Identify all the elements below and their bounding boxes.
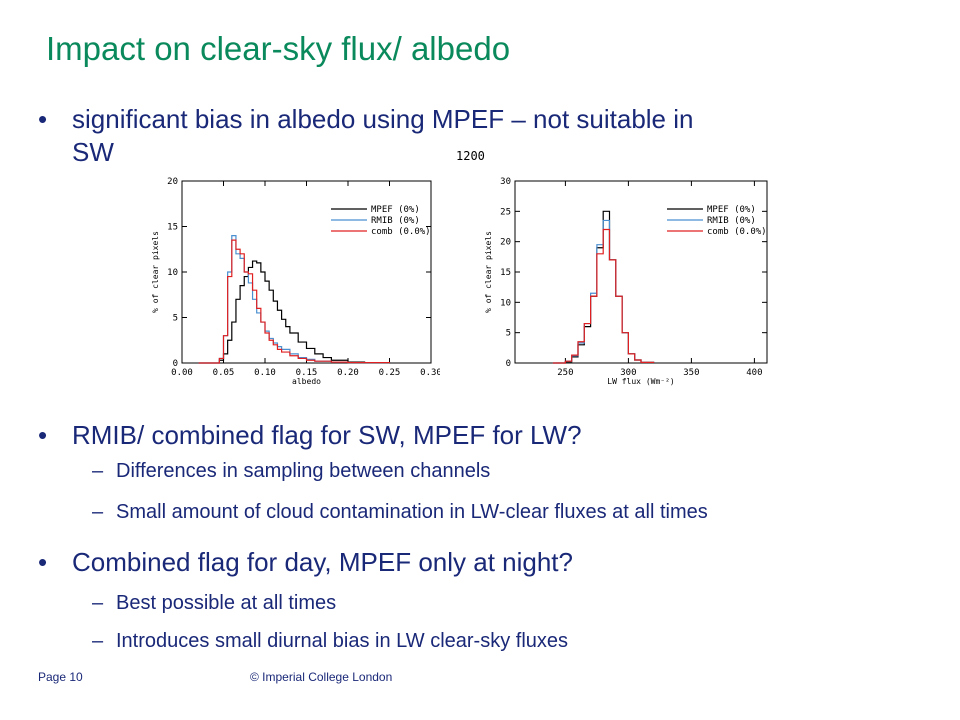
y-tick-label: 15	[500, 268, 511, 278]
x-tick-label: 0.10	[254, 368, 276, 378]
x-tick-label: 350	[683, 368, 699, 378]
x-tick-label: 400	[746, 368, 762, 378]
y-axis-label: % of clear pixels	[484, 231, 493, 313]
y-tick-label: 0	[506, 359, 511, 369]
y-tick-label: 10	[500, 298, 511, 308]
y-tick-label: 0	[173, 359, 178, 369]
x-tick-label: 0.05	[213, 368, 235, 378]
lw-flux-histogram: 250 300 350 400 0 5 10 15 20 25 30 LW flux (Wm⁻²) % …	[484, 177, 768, 386]
x-tick-label: 0.00	[171, 368, 193, 378]
sub-dash: –	[92, 592, 104, 614]
footer-page-number: Page 10	[38, 670, 83, 684]
sub-dash: –	[92, 460, 104, 482]
sub-text: Small amount of cloud contamination in L…	[116, 501, 708, 523]
bullet-text: Combined flag for day, MPEF only at nigh…	[72, 547, 573, 577]
legend-label: comb (0.0%)	[371, 227, 431, 237]
y-tick-label: 25	[500, 207, 511, 217]
y-tick-label: 15	[167, 223, 178, 233]
y-tick-label: 5	[506, 329, 511, 339]
stray-label: 1200	[456, 149, 485, 163]
sub-text: Best possible at all times	[116, 592, 337, 614]
sub-text: Introduces small diurnal bias in LW clea…	[116, 630, 569, 652]
bullet-dot: •	[38, 420, 48, 450]
x-tick-label: 0.25	[379, 368, 401, 378]
legend-label: RMIB (0%)	[707, 216, 756, 226]
series-line	[198, 239, 391, 364]
x-axis-label: albedo	[292, 377, 321, 386]
sub-text: Differences in sampling between channels	[116, 460, 491, 482]
footer-copyright: © Imperial College London	[250, 670, 393, 684]
y-tick-label: 20	[167, 177, 178, 187]
series-line	[198, 260, 391, 364]
sub-dash: –	[92, 630, 104, 652]
x-tick-label: 250	[557, 368, 573, 378]
bullet-text-line2: SW	[72, 137, 114, 167]
sub-dash: –	[92, 501, 104, 523]
bullet-text-line1: significant bias in albedo using MPEF – …	[72, 104, 694, 134]
x-tick-label: 300	[620, 368, 636, 378]
legend-label: MPEF (0%)	[707, 205, 756, 215]
y-tick-label: 20	[500, 238, 511, 248]
legend-label: comb (0.0%)	[707, 227, 767, 237]
y-tick-label: 5	[173, 314, 178, 324]
legend-label: MPEF (0%)	[371, 205, 420, 215]
albedo-histogram: 0.00 0.05 0.10 0.15 0.20 0.25 0.30 0 5 10 15 20 albe…	[151, 177, 440, 386]
bullet-dot: •	[38, 104, 48, 134]
series-line	[552, 228, 655, 364]
y-axis-label: % of clear pixels	[151, 231, 160, 313]
x-tick-label: 0.20	[337, 368, 359, 378]
bullet-text: RMIB/ combined flag for SW, MPEF for LW?	[72, 420, 582, 450]
y-tick-label: 30	[500, 177, 511, 187]
legend-label: RMIB (0%)	[371, 216, 420, 226]
x-tick-label: 0.15	[296, 368, 318, 378]
x-axis-label: LW flux (Wm⁻²)	[607, 377, 674, 386]
slide-title: Impact on clear-sky flux/ albedo	[46, 30, 511, 67]
x-tick-label: 0.30	[420, 368, 440, 378]
bullet-dot: •	[38, 547, 48, 577]
y-tick-label: 10	[167, 268, 178, 278]
